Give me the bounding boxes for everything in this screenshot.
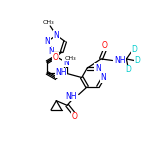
Text: N: N [95,64,101,73]
Text: NH: NH [55,68,67,77]
Text: NH: NH [114,56,126,65]
Text: NH: NH [66,92,77,101]
Text: O: O [102,41,108,50]
Text: D: D [134,56,140,65]
Text: D: D [125,65,131,74]
Text: O: O [72,112,78,121]
Text: N: N [45,37,50,46]
Text: CH₃: CH₃ [65,56,76,61]
Text: N: N [63,58,69,67]
Text: N: N [54,31,59,40]
Text: O: O [53,53,58,62]
Text: N: N [48,47,54,56]
Text: CH₃: CH₃ [43,20,54,25]
Text: D: D [131,45,137,54]
Text: N: N [100,73,106,82]
